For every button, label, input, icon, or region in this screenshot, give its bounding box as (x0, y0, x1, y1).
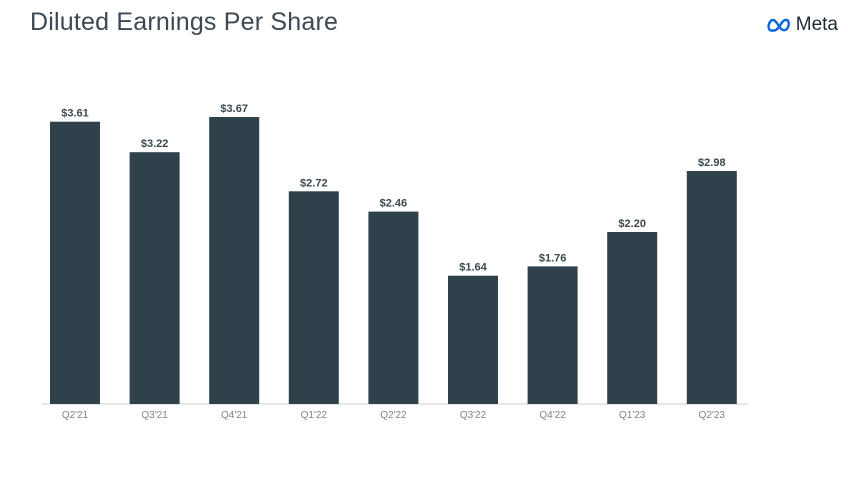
bar-value-label-0: $3.61 (61, 108, 89, 120)
bar-value-label-6: $1.76 (539, 252, 567, 264)
meta-logo-text: Meta (795, 14, 838, 35)
chart-title: Diluted Earnings Per Share (30, 8, 339, 36)
meta-logo: Meta (767, 14, 838, 36)
x-tick-label-4: Q2'22 (380, 410, 407, 421)
bar-4 (368, 211, 419, 404)
bar-2 (209, 117, 260, 404)
bar-value-label-7: $2.20 (618, 218, 646, 230)
x-tick-label-1: Q3'21 (141, 410, 168, 421)
x-tick-label-8: Q2'23 (699, 410, 726, 421)
bar-1 (129, 152, 180, 404)
bar-value-label-3: $2.72 (300, 177, 328, 189)
bar-8 (686, 171, 737, 404)
x-tick-label-2: Q4'21 (221, 410, 248, 421)
bar-value-label-5: $1.64 (459, 262, 487, 274)
x-tick-label-6: Q4'22 (539, 410, 566, 421)
bar-value-label-4: $2.46 (380, 198, 408, 210)
x-tick-label-5: Q3'22 (460, 410, 487, 421)
bar-3 (288, 191, 339, 404)
bar-value-label-1: $3.22 (141, 138, 169, 150)
bar-0 (50, 121, 100, 404)
bar-5 (448, 275, 498, 404)
bar-value-label-2: $3.67 (220, 103, 248, 115)
meta-infinity-icon (767, 18, 790, 32)
x-tick-label-3: Q1'22 (301, 410, 328, 421)
x-tick-label-7: Q1'23 (619, 410, 646, 421)
bar-7 (607, 232, 658, 404)
bar-6 (527, 266, 578, 404)
bar-value-label-8: $2.98 (698, 157, 726, 169)
x-tick-label-0: Q2'21 (62, 410, 89, 421)
